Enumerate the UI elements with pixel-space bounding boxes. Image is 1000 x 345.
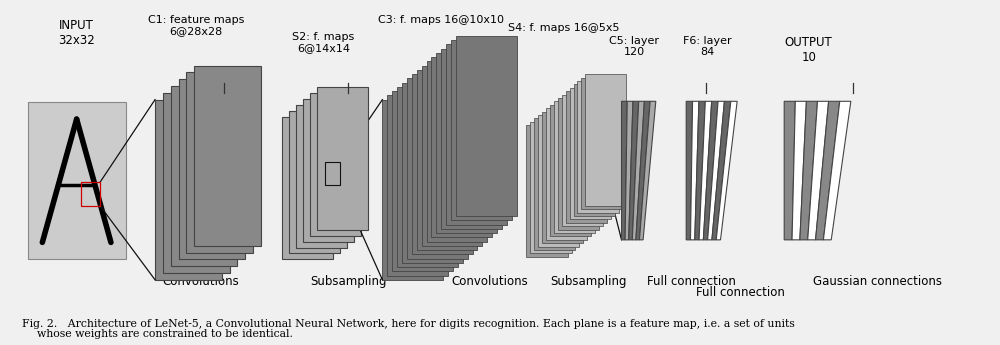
Polygon shape bbox=[816, 101, 840, 240]
Polygon shape bbox=[530, 122, 572, 254]
Polygon shape bbox=[625, 101, 633, 240]
Polygon shape bbox=[784, 101, 795, 240]
Polygon shape bbox=[703, 101, 718, 240]
Polygon shape bbox=[695, 101, 705, 240]
Polygon shape bbox=[382, 100, 443, 280]
Polygon shape bbox=[546, 108, 587, 240]
Polygon shape bbox=[538, 115, 579, 247]
Polygon shape bbox=[387, 95, 448, 276]
Polygon shape bbox=[708, 101, 724, 240]
Text: S4: f. maps 16@5x5: S4: f. maps 16@5x5 bbox=[508, 23, 619, 33]
Polygon shape bbox=[550, 105, 591, 236]
Text: Full connection: Full connection bbox=[647, 275, 736, 288]
Polygon shape bbox=[456, 36, 517, 216]
Text: C3: f. maps 16@10x10: C3: f. maps 16@10x10 bbox=[378, 14, 504, 24]
Polygon shape bbox=[296, 105, 347, 247]
Polygon shape bbox=[636, 101, 650, 240]
Polygon shape bbox=[686, 101, 693, 240]
Polygon shape bbox=[446, 45, 507, 225]
Polygon shape bbox=[441, 49, 502, 229]
Polygon shape bbox=[289, 111, 340, 254]
Polygon shape bbox=[554, 101, 595, 233]
Polygon shape bbox=[577, 81, 619, 213]
Text: Full connection: Full connection bbox=[696, 286, 785, 299]
Polygon shape bbox=[690, 101, 699, 240]
Polygon shape bbox=[179, 79, 245, 259]
Polygon shape bbox=[422, 66, 482, 246]
Polygon shape bbox=[163, 93, 230, 273]
Polygon shape bbox=[585, 74, 626, 206]
Polygon shape bbox=[402, 82, 463, 263]
Polygon shape bbox=[570, 88, 611, 219]
Polygon shape bbox=[194, 66, 261, 246]
Polygon shape bbox=[800, 101, 818, 240]
Polygon shape bbox=[426, 61, 487, 242]
Polygon shape bbox=[632, 101, 644, 240]
Polygon shape bbox=[436, 53, 497, 233]
Polygon shape bbox=[534, 118, 575, 250]
Text: Fig. 2.   Architecture of LeNet-5, a Convolutional Neural Network, here for digi: Fig. 2. Architecture of LeNet-5, a Convo… bbox=[22, 319, 795, 329]
Text: Subsampling: Subsampling bbox=[550, 275, 626, 288]
Polygon shape bbox=[574, 84, 615, 216]
Text: whose weights are constrained to be identical.: whose weights are constrained to be iden… bbox=[37, 329, 293, 339]
Polygon shape bbox=[417, 70, 477, 250]
Text: S2: f. maps
6@14x14: S2: f. maps 6@14x14 bbox=[292, 32, 355, 53]
Polygon shape bbox=[171, 86, 237, 266]
Polygon shape bbox=[542, 111, 583, 243]
Polygon shape bbox=[186, 72, 253, 253]
Text: Subsampling: Subsampling bbox=[310, 275, 386, 288]
Polygon shape bbox=[407, 78, 468, 258]
Text: INPUT
32x32: INPUT 32x32 bbox=[58, 19, 95, 47]
Polygon shape bbox=[581, 78, 622, 209]
Polygon shape bbox=[629, 101, 639, 240]
Polygon shape bbox=[823, 101, 851, 240]
Text: C1: feature maps
6@28x28: C1: feature maps 6@28x28 bbox=[148, 14, 244, 36]
Polygon shape bbox=[282, 117, 333, 259]
Polygon shape bbox=[412, 74, 473, 254]
Polygon shape bbox=[622, 101, 627, 240]
Polygon shape bbox=[451, 40, 512, 220]
Text: Convolutions: Convolutions bbox=[163, 275, 239, 288]
Polygon shape bbox=[562, 95, 603, 226]
Polygon shape bbox=[792, 101, 806, 240]
Polygon shape bbox=[28, 102, 126, 259]
Polygon shape bbox=[392, 91, 453, 271]
Polygon shape bbox=[397, 87, 458, 267]
Polygon shape bbox=[808, 101, 829, 240]
Polygon shape bbox=[716, 101, 737, 240]
Polygon shape bbox=[699, 101, 712, 240]
Polygon shape bbox=[303, 99, 354, 241]
Polygon shape bbox=[431, 57, 492, 237]
Polygon shape bbox=[526, 125, 568, 257]
Text: C5: layer
120: C5: layer 120 bbox=[609, 36, 659, 58]
Polygon shape bbox=[566, 91, 607, 223]
Text: F6: layer
84: F6: layer 84 bbox=[683, 36, 732, 58]
Polygon shape bbox=[639, 101, 656, 240]
Text: OUTPUT
10: OUTPUT 10 bbox=[785, 36, 833, 64]
Text: Gaussian connections: Gaussian connections bbox=[813, 275, 942, 288]
Text: Convolutions: Convolutions bbox=[452, 275, 529, 288]
Polygon shape bbox=[558, 98, 599, 230]
Polygon shape bbox=[317, 87, 368, 230]
Polygon shape bbox=[155, 100, 222, 280]
Polygon shape bbox=[712, 101, 731, 240]
Polygon shape bbox=[310, 93, 361, 236]
